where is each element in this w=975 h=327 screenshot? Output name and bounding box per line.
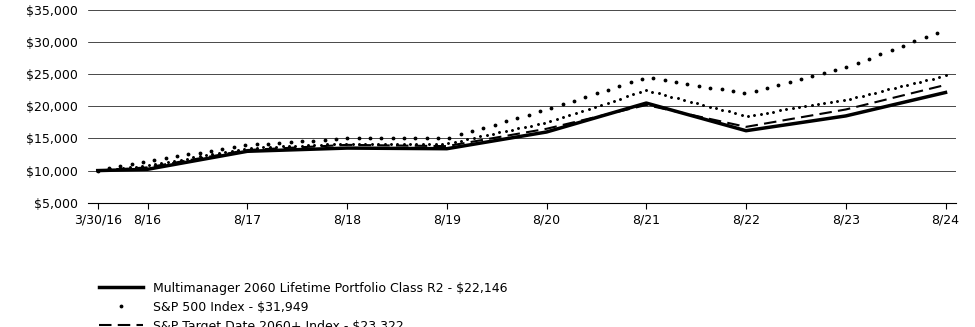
Legend: Multimanager 2060 Lifetime Portfolio Class R2 - $22,146, S&P 500 Index - $31,949: Multimanager 2060 Lifetime Portfolio Cla…	[94, 277, 512, 327]
